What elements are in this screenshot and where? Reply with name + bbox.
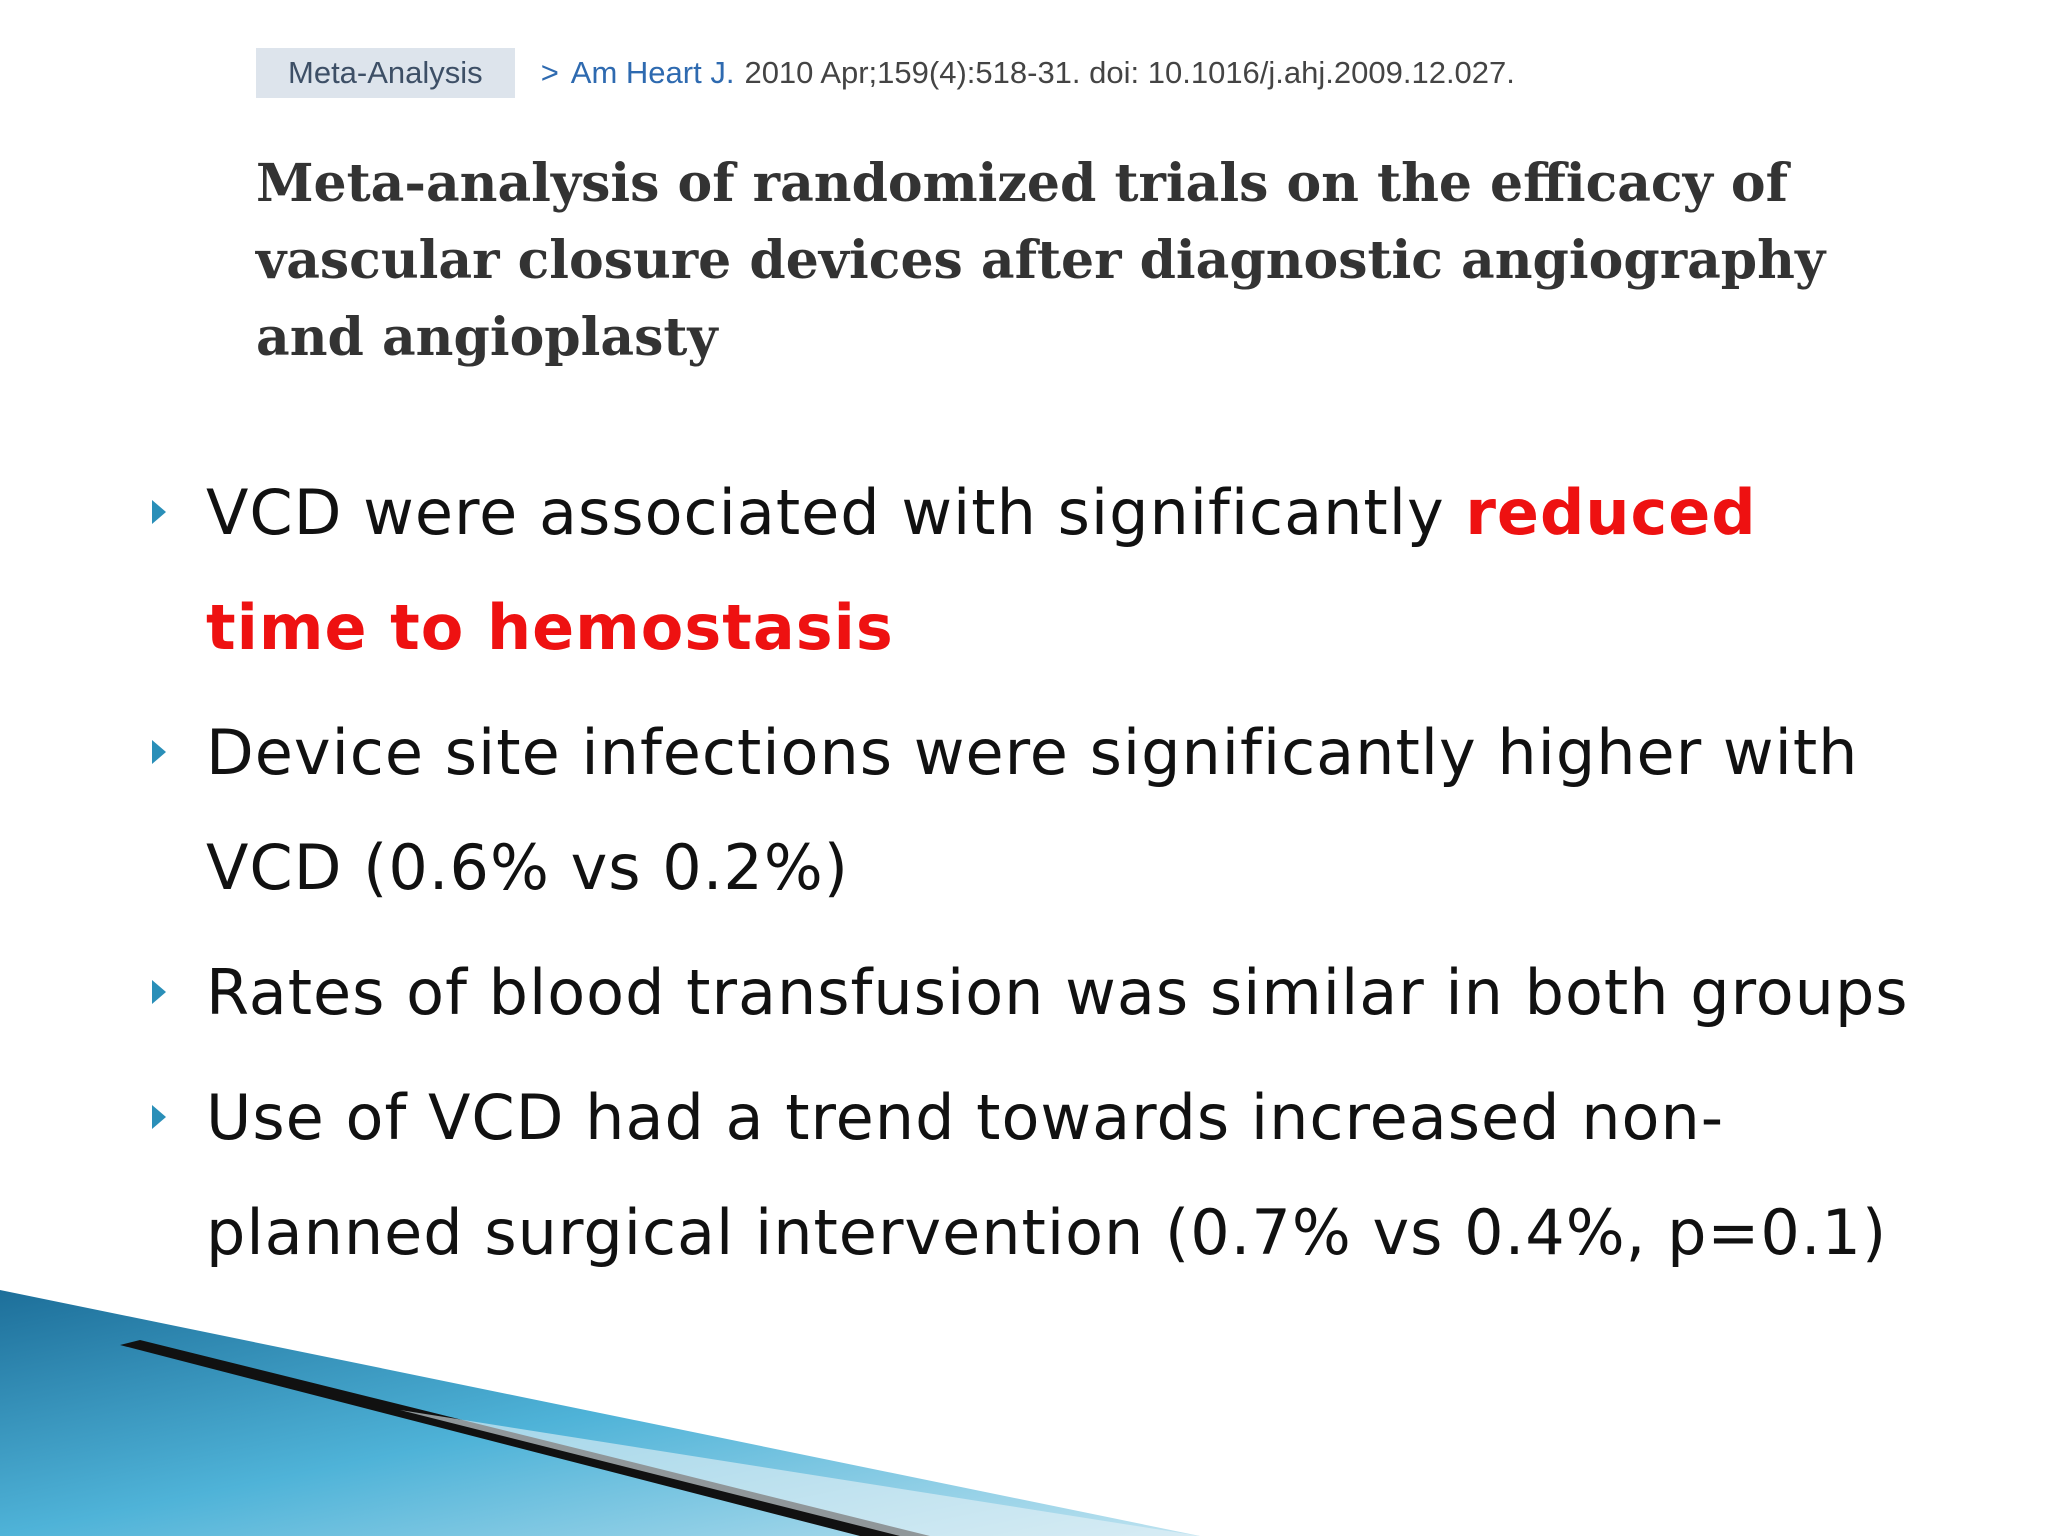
bullet-marker	[148, 1060, 170, 1211]
article-title: Meta-analysis of randomized trials on th…	[256, 153, 1826, 368]
bullet: Use of VCD had a trend towards increased…	[152, 1060, 1926, 1290]
bullet-marker	[148, 935, 170, 1086]
citation: 2010 Apr;159(4):518-31. doi: 10.1016/j.a…	[744, 55, 1515, 90]
bullet: Device site infections were significantl…	[152, 695, 1926, 925]
bullet-list: VCD were associated with significantly r…	[152, 455, 1926, 1300]
badge: Meta-Analysis	[256, 48, 515, 98]
marker-icon	[152, 980, 166, 1004]
bullet-text: Rates of blood transfusion was similar i…	[206, 956, 1909, 1029]
bullet-marker	[148, 695, 170, 846]
marker-icon	[152, 500, 166, 524]
journal[interactable]: Am Heart J.	[570, 55, 735, 90]
chevron: >	[540, 55, 559, 90]
bullet-text: VCD were associated with significantly	[206, 476, 1466, 549]
highlight-text: reduced time to hemostasis	[206, 476, 1757, 664]
bullet-text: Use of VCD had a trend towards increased…	[206, 1081, 1888, 1269]
bullet-marker	[148, 455, 170, 606]
marker-icon	[152, 1105, 166, 1129]
blue-wedge	[0, 1290, 1200, 1536]
light-wedge	[400, 1410, 1200, 1536]
bullet: Rates of blood transfusion was similar i…	[152, 935, 1926, 1050]
bullet: VCD were associated with significantly r…	[152, 455, 1926, 685]
marker-icon	[152, 740, 166, 764]
bullet-text: Device site infections were significantl…	[206, 716, 1859, 904]
citation-bar: Meta-Analysis > Am Heart J. 2010 Apr;159…	[256, 48, 1515, 98]
